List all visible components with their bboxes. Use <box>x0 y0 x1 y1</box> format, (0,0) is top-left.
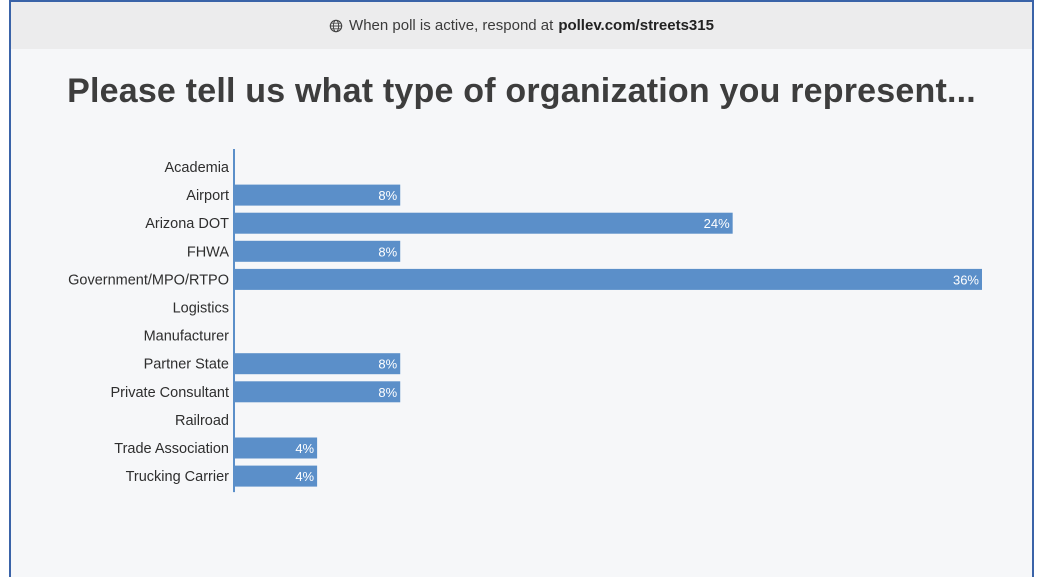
bar-value-label: 8% <box>378 385 397 400</box>
bar <box>235 240 401 262</box>
category-label: Private Consultant <box>111 385 229 401</box>
category-label: Logistics <box>173 301 229 317</box>
poll-instructions-text: When poll is active, respond at <box>349 17 554 34</box>
category-label: Trade Association <box>114 441 229 457</box>
bar-value-label: 8% <box>378 188 397 203</box>
category-label: Manufacturer <box>144 329 230 345</box>
poll-question-title: Please tell us what type of organization… <box>67 72 976 110</box>
bar <box>235 465 318 487</box>
bar-value-label: 36% <box>953 272 979 287</box>
category-label: Arizona DOT <box>145 216 229 232</box>
globe-icon <box>329 19 343 32</box>
category-label: Trucking Carrier <box>126 469 230 485</box>
category-label: Government/MPO/RTPO <box>68 272 229 288</box>
category-label: Airport <box>186 188 229 204</box>
category-label: Railroad <box>175 413 229 429</box>
bar <box>235 437 318 459</box>
bar <box>235 381 401 403</box>
bar <box>235 212 733 234</box>
bar-value-label: 4% <box>295 469 314 484</box>
bar-value-label: 8% <box>378 357 397 372</box>
category-label: Academia <box>165 160 230 176</box>
poll-url-link[interactable]: pollev.com/streets315 <box>558 17 714 34</box>
poll-header-bar: When poll is active, respond at pollev.c… <box>11 2 1032 49</box>
bar <box>235 353 401 375</box>
bar-value-label: 24% <box>704 216 730 231</box>
category-label: Partner State <box>144 357 229 373</box>
bar-value-label: 4% <box>295 441 314 456</box>
bar-value-label: 8% <box>378 244 397 259</box>
bar <box>235 268 982 290</box>
category-label: FHWA <box>187 244 229 260</box>
bar <box>235 184 401 206</box>
